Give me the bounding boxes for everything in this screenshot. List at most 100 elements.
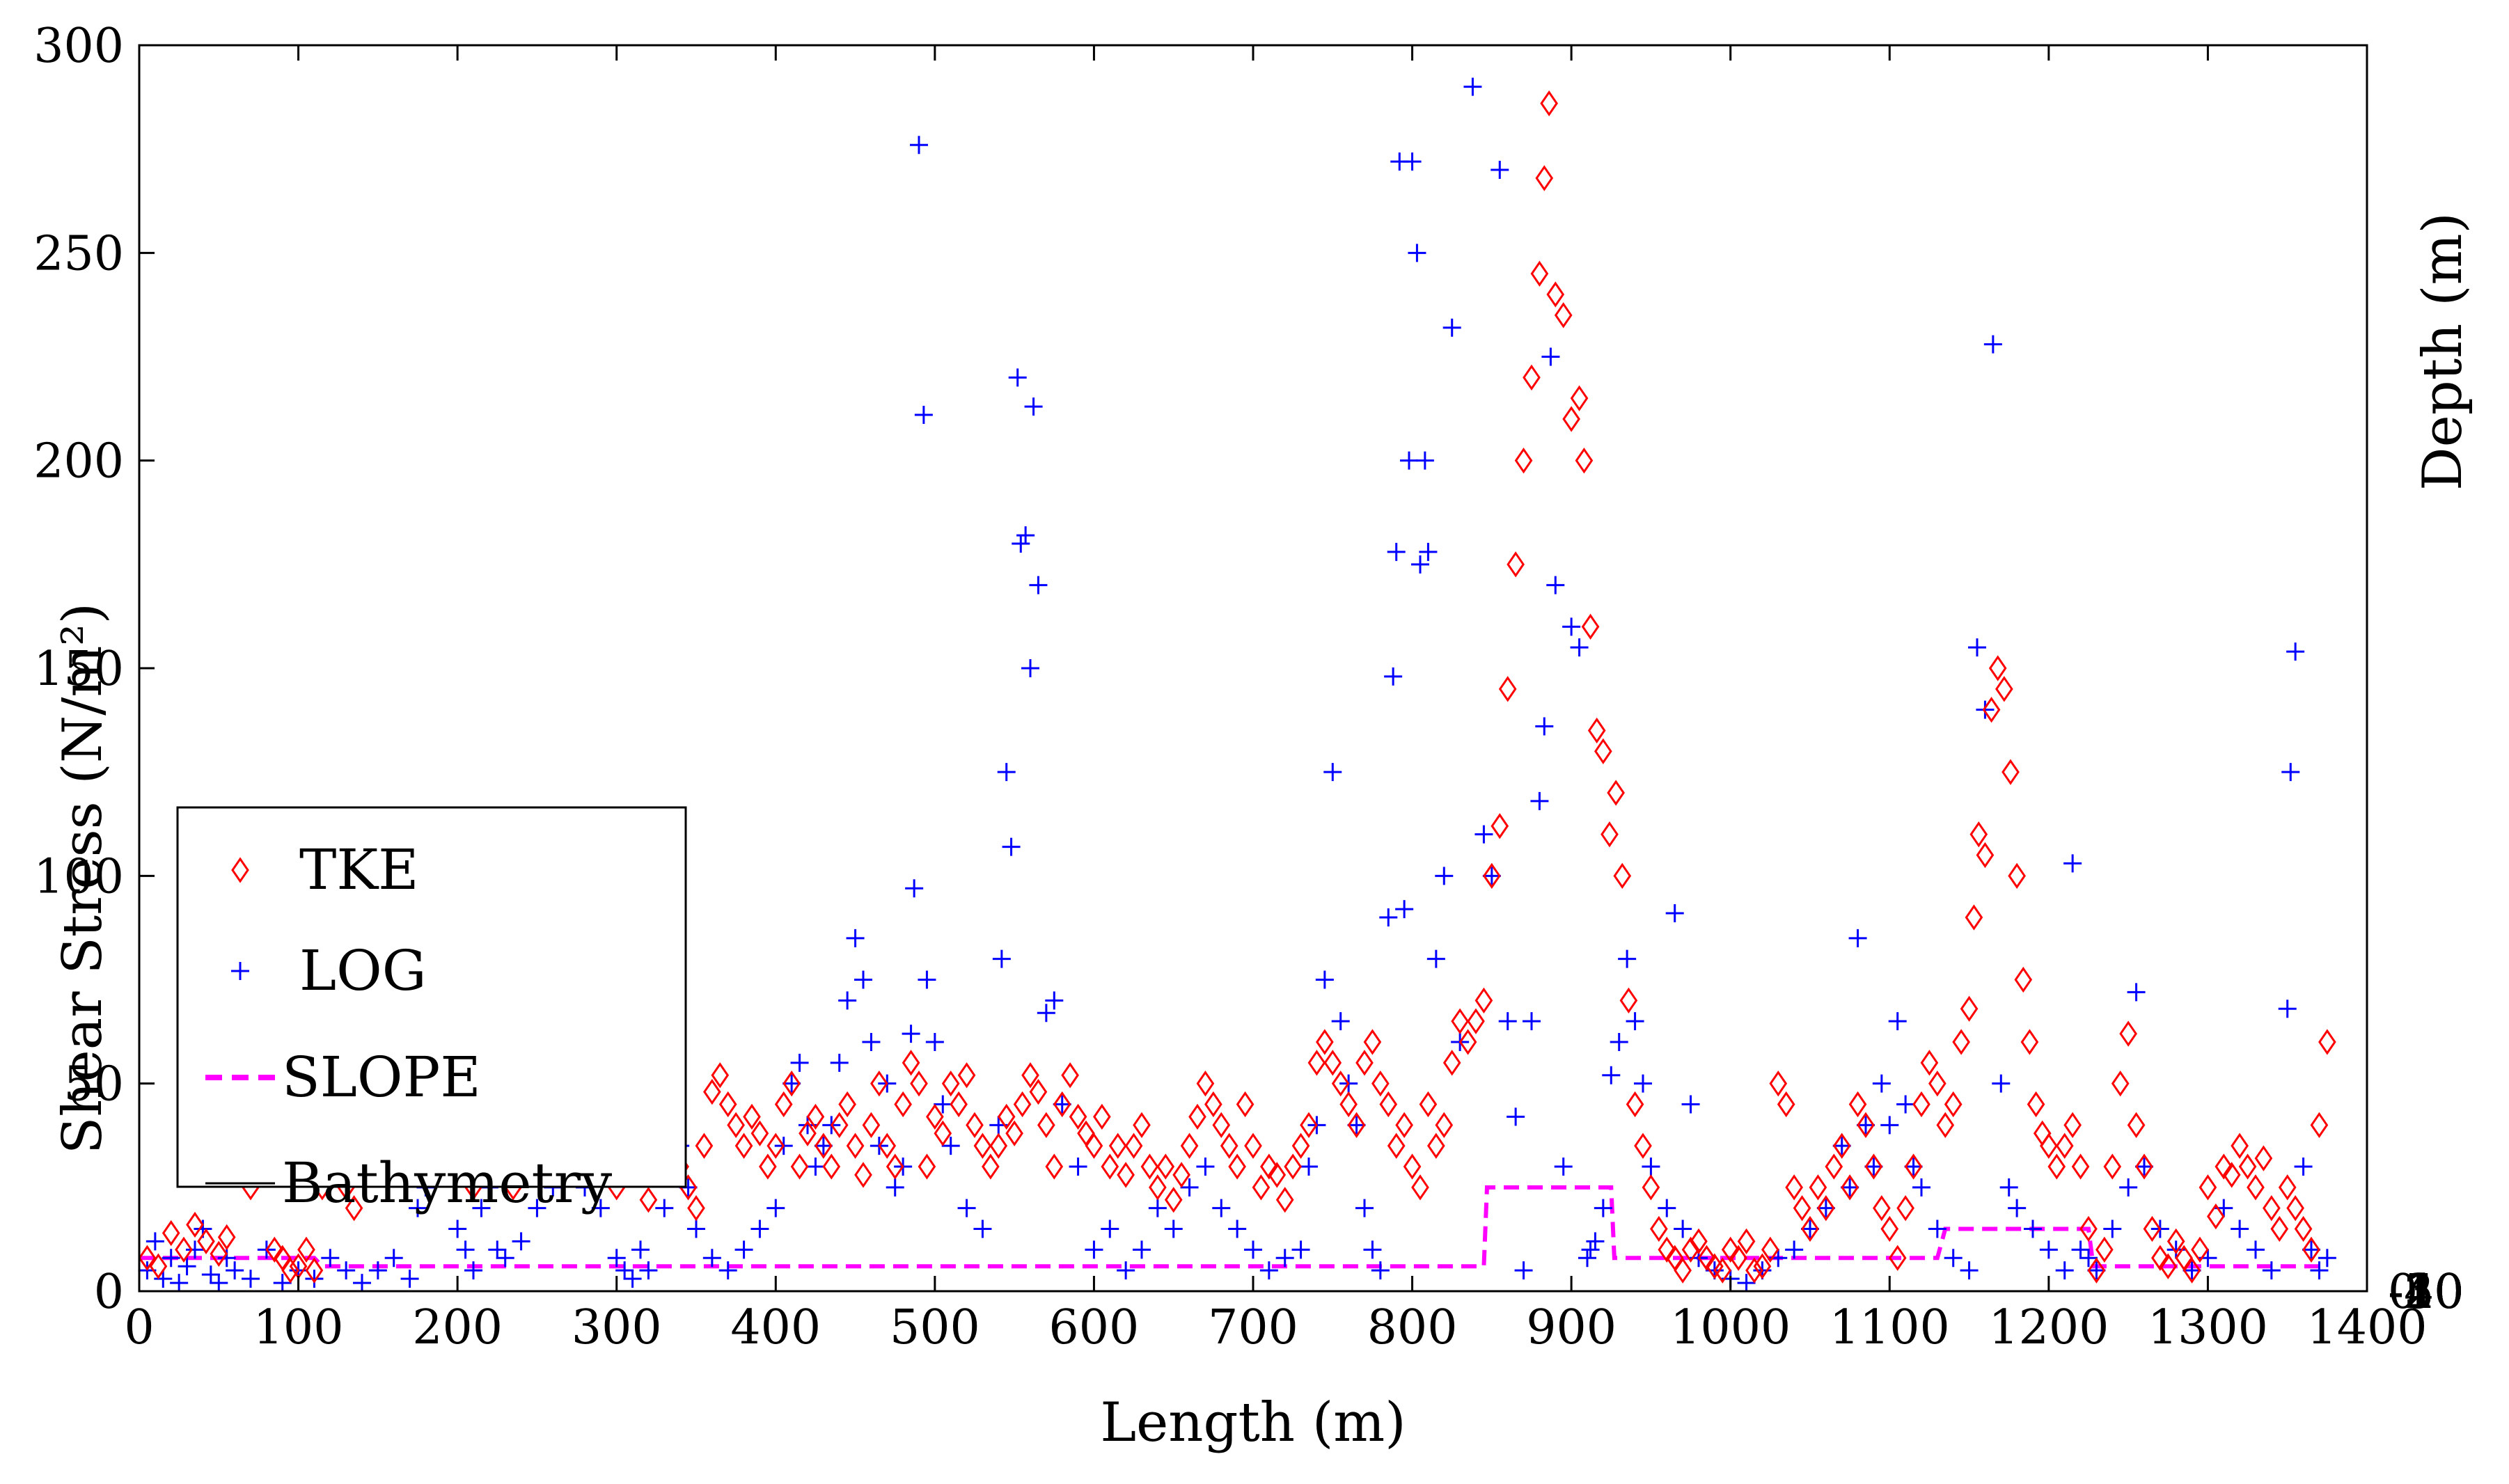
log-point [1275,1249,1294,1268]
tke-point [918,1153,936,1180]
tke-point [1395,1112,1413,1138]
tke-point [1530,260,1549,287]
y-right-tick-label: -10 [2388,1265,2464,1320]
tke-point [1196,1071,1215,1097]
log-point [631,1240,650,1259]
log-point [1045,991,1064,1010]
log-point [1085,1240,1103,1259]
tke-point [2247,1174,2265,1201]
log-point [1928,1219,1946,1238]
x-tick-label: 700 [1208,1300,1298,1355]
tke-point [973,1132,992,1159]
y-right-tick-label: -20 [2388,1265,2464,1320]
log-point [1419,542,1438,561]
tke-point [1873,1195,1891,1222]
log-point [170,1274,189,1293]
log-point [1857,1116,1875,1135]
tke-point [2294,1215,2313,1242]
log-point [2079,1249,2098,1268]
log-point [1101,1219,1119,1238]
log-point [687,1219,705,1238]
log-point [1832,1137,1851,1155]
tke-point [1809,1174,1827,1201]
tke-point [2215,1153,2233,1180]
log-point [1618,949,1637,968]
log-point [1737,1274,1756,1293]
tke-point [1832,1132,1851,1159]
log-point [1610,1033,1628,1051]
log-point [1148,1199,1167,1217]
log-point [1634,1074,1652,1093]
y-axis-label-left: Shear Stress (N/m²) [52,603,114,1154]
log-point [226,1261,244,1280]
log-point [1133,1240,1151,1259]
log-point [1435,867,1454,885]
log-point [854,970,872,989]
log-point [1053,1095,1071,1114]
tke-point [1442,1050,1461,1076]
tke-point [2119,1020,2137,1047]
log-point [1626,1012,1644,1031]
tke-point [1387,1132,1406,1159]
tke-point [1841,1174,1859,1201]
log-point [353,1274,371,1293]
log-point [2039,1240,2058,1259]
legend: TKE LOG SLOPE Bathymetry [176,806,687,1215]
x-tick-label: 1200 [1988,1300,2109,1355]
tke-point [1061,1062,1079,1089]
log-point [1117,1261,1135,1280]
log-point [1244,1240,1262,1259]
log-point [2071,1240,2090,1259]
tke-point [1600,821,1619,848]
tke-point [2151,1245,2169,1271]
y-left-tick-label: 200 [33,434,124,489]
tke-point [1252,1174,1271,1201]
tke-point [1575,448,1594,474]
log-point [528,1199,546,1217]
log-point [2008,1199,2027,1217]
tke-point [1284,1153,1302,1180]
tke-point [838,1091,856,1118]
tke-point [1045,1153,1064,1180]
log-point [1029,576,1048,594]
log-point [1403,152,1422,171]
log-point [210,1274,228,1293]
log-point [2286,642,2305,661]
log-point [1523,1012,1541,1031]
log-point [623,1270,642,1288]
tke-point [2071,1153,2090,1180]
log-point [1069,1158,1087,1176]
tke-point [2020,1029,2039,1055]
tke-point [1323,1050,1342,1076]
log-point [750,1219,769,1238]
tke-point [1587,717,1606,744]
tke-point [1204,1091,1222,1118]
log-point [496,1249,514,1268]
log-point [1514,1261,1533,1280]
tke-point [1976,842,1995,869]
tke-point [1228,1153,1246,1180]
tke-point [2087,1257,2106,1284]
tke-point [305,1257,324,1284]
log-point [145,1232,164,1251]
log-point [1259,1261,1278,1280]
tke-point [297,1236,315,1263]
log-point [368,1261,387,1280]
log-point [2063,854,2082,873]
log-point [992,949,1011,968]
log-point [1384,667,1403,686]
y-right-tick-label: -40 [2388,1265,2464,1320]
log-point [305,1270,324,1288]
log-point [1530,791,1549,810]
tke-point [1458,1029,1477,1055]
tke-point [759,1153,777,1180]
tke-point [1156,1153,1175,1180]
log-point [1355,1199,1374,1217]
log-point [1024,397,1043,416]
log-point [2247,1240,2265,1259]
y-left-tick-label: 150 [33,642,124,697]
tke-point [1761,1236,1779,1263]
tke-point [926,1103,944,1130]
tke-point [790,1153,809,1180]
y-left-tick-label: 250 [33,226,124,281]
